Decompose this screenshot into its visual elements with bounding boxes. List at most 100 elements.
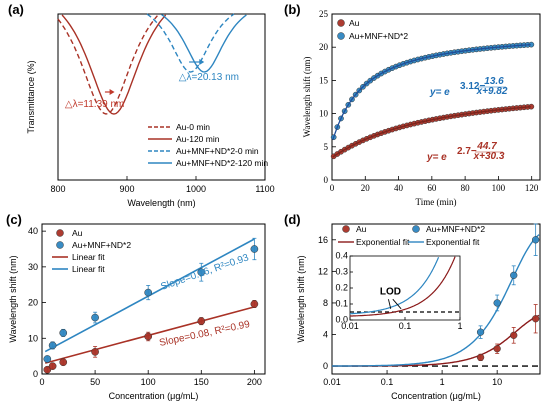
panel-c-point-red <box>91 348 99 356</box>
panel-c-point-red <box>144 332 153 341</box>
panel-c-legend-label: Linear fit <box>72 264 105 274</box>
panel-c-point-red <box>48 362 57 370</box>
panel-d-point-blue <box>493 299 501 307</box>
panel-d-legend-label: Au+MNF+ND*2 <box>426 224 485 234</box>
inset-ytick-label: 0.3 <box>335 267 348 277</box>
panel-a-legend-label: Au+MNF+ND*2-120 min <box>176 158 268 168</box>
panel-b-fit-curve <box>332 43 531 140</box>
panel-b-equation-numerator: 44.7 <box>476 141 497 152</box>
panel-c-point-blue <box>144 288 153 297</box>
panel-c-xtick-label: 200 <box>247 377 262 387</box>
panel-b-legend-label: Au <box>349 18 360 28</box>
panel-b-equation-base: y= e <box>429 87 450 98</box>
panel-c-label: (c) <box>6 212 22 227</box>
panel-b-xtick-label: 20 <box>361 183 371 193</box>
panel-b-ytick-label: 10 <box>319 109 329 119</box>
panel-c-point-blue <box>59 329 68 337</box>
panel-b-ytick-label: 20 <box>319 42 329 52</box>
panel-c-point-blue <box>91 313 99 322</box>
panel-b-legend-label: Au+MNF+ND*2 <box>349 31 408 41</box>
panel-d-legend-marker <box>342 225 350 233</box>
inset-xtick-label: 1 <box>457 321 462 331</box>
panel-c-ytick-label: 0 <box>33 369 38 379</box>
panel-c-point-red <box>197 317 206 325</box>
panel-d-label: (d) <box>284 212 301 227</box>
panel-b-ytick-label: 15 <box>319 75 329 85</box>
inset-fit-curve <box>350 256 456 317</box>
panel-d-fit-curve <box>332 314 540 367</box>
panel-d-legend-label: Exponential fit <box>426 237 480 247</box>
panel-d-xtick-label: 10 <box>492 377 502 387</box>
inset-ytick-label: 0.1 <box>335 299 348 309</box>
panel-b-ytick-label: 5 <box>324 142 329 152</box>
panel-d-ytick-label: 0 <box>323 361 328 371</box>
panel-d-ylabel: Wavelength shift (nm) <box>296 255 306 342</box>
panel-c-xlabel: Concentration (μg/mL) <box>109 391 199 401</box>
panel-d-xlabel: Concentration (μg/mL) <box>391 391 481 401</box>
panel-c-legend-label: Au <box>72 228 83 238</box>
inset-ytick-label: 0.2 <box>335 283 348 293</box>
panel-a-curve <box>61 14 167 115</box>
panel-a-frame <box>57 13 266 181</box>
panel-c-ytick-label: 10 <box>28 333 38 343</box>
panel-c-point-blue <box>250 245 259 253</box>
panel-b-equation-exponent: 3.12− <box>460 81 485 92</box>
panel-a-annotation-red: △λ=11.39 nm <box>65 99 124 110</box>
inset-xtick-label: 0.01 <box>341 321 359 331</box>
panel-d-xtick-label: 1 <box>440 377 445 387</box>
panel-b-equation-denominator: x+30.3 <box>473 151 505 162</box>
panel-c-point-blue <box>43 355 52 363</box>
panel-b-ytick-label: 0 <box>324 175 329 185</box>
panel-a-label: (a) <box>8 2 24 17</box>
inset-ytick-label: 0.4 <box>335 251 348 261</box>
panel-d-point-red <box>531 315 540 323</box>
panel-c-xtick-label: 0 <box>39 377 44 387</box>
panel-b-equation-exponent: 2.7− <box>457 146 477 157</box>
panel-d-frame <box>331 223 541 375</box>
panel-c-frame <box>41 223 266 375</box>
panel-d-legend-label: Exponential fit <box>356 237 410 247</box>
panel-a-curve <box>161 13 247 73</box>
panel-a-legend-label: Au-0 min <box>176 122 210 132</box>
panel-c-xtick-label: 150 <box>194 377 209 387</box>
panel-b-xtick-label: 100 <box>492 183 506 193</box>
panel-b-xtick-label: 80 <box>461 183 471 193</box>
panel-b-xtick-label: 0 <box>330 183 335 193</box>
panel-a-xtick-label: 900 <box>119 184 134 194</box>
panel-c-annotation-blue: Slope=0.16, R²=0.93 <box>159 252 250 293</box>
panel-b-ylabel: Wavelength shift (nm) <box>302 57 312 138</box>
panel-d-point-red <box>493 345 501 353</box>
panel-b-xtick-label: 40 <box>394 183 404 193</box>
panel-d-xtick-label: 0.01 <box>323 377 341 387</box>
panel-b-xtick-label: 120 <box>525 183 539 193</box>
panel-b-xtick-label: 60 <box>427 183 437 193</box>
panel-c-ylabel: Wavelength shift (nm) <box>8 255 18 342</box>
panel-c-annotation-red: Slope=0.08, R²=0.99 <box>158 319 251 349</box>
panel-c-ytick-label: 20 <box>28 298 38 308</box>
panel-b-legend-marker <box>337 32 345 40</box>
panel-b-fit-curve <box>332 106 531 158</box>
panel-c-legend-label: Au+MNF+ND*2 <box>72 240 131 250</box>
panel-d-ytick-label: 16 <box>318 235 328 245</box>
panel-c-legend-marker <box>56 229 64 237</box>
panel-d-ytick-label: 12 <box>318 266 328 276</box>
panel-a-arrowhead <box>199 59 205 65</box>
panel-b-equation-numerator: 13.6 <box>484 76 504 87</box>
inset-fit-curve <box>349 256 440 315</box>
panel-b-equation-base: y= e <box>426 152 447 163</box>
panel-b-frame <box>331 13 541 181</box>
panel-c-legend-label: Linear fit <box>72 252 105 262</box>
panel-a-curve <box>146 13 235 73</box>
panel-c-ytick-label: 40 <box>28 226 38 236</box>
panel-c-point-red <box>43 365 52 374</box>
panel-a-curve <box>57 15 158 115</box>
inset-xtick-label: 0.1 <box>399 321 412 331</box>
panel-c-xtick-label: 100 <box>141 377 156 387</box>
panel-a-xtick-label: 1000 <box>186 184 206 194</box>
panel-b-label: (b) <box>284 2 301 17</box>
panel-d-point-red <box>510 331 518 339</box>
panel-b-xlabel: Time (min) <box>416 197 457 207</box>
panel-d-xtick-label: 0.1 <box>381 377 394 387</box>
inset-frame <box>349 255 461 321</box>
